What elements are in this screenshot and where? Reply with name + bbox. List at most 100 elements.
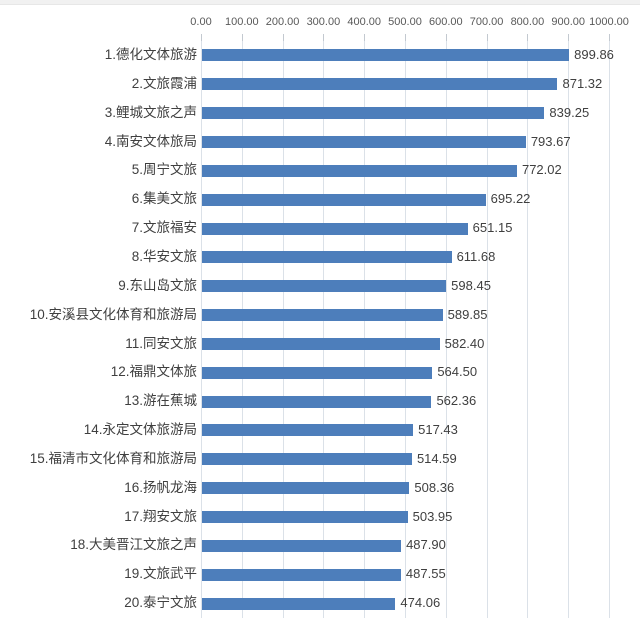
category-label: 2.文旅霞浦	[131, 75, 197, 91]
value-axis-tick-mark	[527, 34, 529, 41]
value-axis-tick-mark	[405, 34, 406, 41]
bar-row: 10.安溪县文化体育和旅游局 589.85	[0, 301, 640, 330]
category-label: 11.同安文旅	[125, 335, 197, 351]
value-label: 598.45	[451, 277, 491, 293]
bar-row: 19.文旅武平 487.55	[0, 560, 640, 589]
value-label: 839.25	[549, 104, 590, 120]
bar	[202, 511, 408, 524]
category-label: 13.游在蕉城	[124, 393, 197, 409]
value-label: 487.55	[405, 566, 446, 582]
category-label: 8.华安文旅	[131, 248, 197, 264]
bar-row: 8.华安文旅 611.68	[0, 243, 640, 272]
category-label: 20.泰宁文旅	[124, 595, 197, 611]
value-axis-tick-label: 500.00	[388, 16, 422, 28]
bar	[202, 107, 545, 120]
value-axis-tick-label: 100.00	[224, 16, 259, 28]
category-label: 4.南安文体旅局	[104, 133, 197, 149]
value-label: 582.40	[444, 335, 485, 351]
value-label: 899.86	[574, 47, 614, 62]
bar-row: 17.翔安文旅 503.95	[0, 503, 640, 532]
bar	[202, 78, 558, 91]
value-axis-tick-label: 300.00	[306, 16, 341, 28]
value-axis-tick-label: 400.00	[347, 16, 382, 28]
value-label: 564.50	[437, 364, 478, 380]
value-axis-tick-label: 200.00	[265, 16, 300, 28]
bar-row: 2.文旅霞浦 871.32	[0, 70, 640, 99]
bar	[202, 251, 452, 264]
bar	[202, 539, 402, 552]
value-axis-gridline	[282, 41, 284, 618]
value-axis-tick-mark	[445, 34, 447, 41]
value-axis-tick-label: 1000.00	[589, 16, 629, 28]
bar-row: 4.南安文体旅局 793.67	[0, 128, 640, 157]
value-label: 517.43	[418, 422, 458, 438]
value-label: 611.68	[456, 248, 496, 264]
value-label: 474.06	[400, 595, 441, 611]
category-label: 9.东山岛文旅	[118, 277, 197, 293]
window-top-strip	[0, 0, 640, 5]
value-axis-tick-label: 600.00	[428, 16, 463, 28]
value-axis-gridline	[486, 41, 488, 618]
value-axis-gridline	[527, 41, 529, 618]
bar	[202, 337, 440, 350]
value-label: 651.15	[472, 220, 513, 236]
value-label: 487.90	[406, 537, 446, 553]
value-axis-tick-label: 800.00	[510, 16, 545, 28]
category-label: 5.周宁文旅	[131, 162, 197, 178]
value-axis-gridline	[445, 41, 447, 618]
value-label: 793.67	[530, 133, 571, 149]
value-axis-tick-mark	[486, 34, 488, 41]
value-axis-tick-mark	[609, 34, 610, 41]
bar	[202, 424, 414, 437]
category-label: 18.大美晋江文旅之声	[70, 537, 197, 553]
bar	[202, 222, 468, 235]
bar	[202, 309, 443, 322]
bar	[202, 280, 447, 293]
bar-row: 12.福鼎文体旅 564.50	[0, 358, 640, 387]
bar-row: 13.游在蕉城 562.36	[0, 387, 640, 416]
bar	[202, 482, 410, 495]
value-label: 871.32	[562, 75, 603, 91]
bar-row: 11.同安文旅 582.40	[0, 330, 640, 359]
bar-row: 6.集美文旅 695.22	[0, 185, 640, 214]
bar	[202, 453, 412, 466]
bar	[202, 164, 517, 177]
value-axis-gridline	[609, 41, 610, 618]
bar-row: 7.文旅福安 651.15	[0, 214, 640, 243]
bar	[202, 193, 486, 206]
category-label: 1.德化文体旅游	[104, 47, 197, 62]
bar-row: 16.扬帆龙海 508.36	[0, 474, 640, 503]
bar-row: 9.东山岛文旅 598.45	[0, 272, 640, 301]
bar-row: 18.大美晋江文旅之声 487.90	[0, 531, 640, 560]
value-label: 514.59	[416, 450, 457, 466]
value-axis-gridline	[364, 41, 366, 618]
category-label: 14.永定文体旅游局	[83, 422, 197, 438]
category-label: 3.鲤城文旅之声	[104, 104, 197, 120]
bar-row: 3.鲤城文旅之声 839.25	[0, 99, 640, 128]
bar-row: 20.泰宁文旅 474.06	[0, 589, 640, 618]
bar-row: 14.永定文体旅游局 517.43	[0, 416, 640, 445]
category-label: 12.福鼎文体旅	[110, 364, 197, 380]
category-label: 6.集美文旅	[131, 191, 197, 207]
value-axis-tick-mark	[364, 34, 366, 41]
bar-row: 15.福清市文化体育和旅游局 514.59	[0, 445, 640, 474]
value-label: 772.02	[521, 162, 562, 178]
value-axis-gridline	[323, 41, 325, 618]
bar	[202, 395, 432, 408]
value-axis-tick-mark	[241, 34, 243, 41]
category-label: 10.安溪县文化体育和旅游局	[29, 306, 197, 322]
category-label: 17.翔安文旅	[124, 508, 197, 524]
category-label: 19.文旅武平	[124, 566, 197, 582]
value-axis-tick-label: 700.00	[469, 16, 504, 28]
bar	[202, 597, 396, 610]
bar	[202, 366, 433, 379]
value-axis-tick-mark	[568, 34, 570, 41]
value-axis-tick-label: 0.00	[190, 16, 212, 28]
value-label: 695.22	[490, 191, 531, 207]
category-label: 16.扬帆龙海	[124, 479, 197, 495]
bar	[202, 135, 526, 148]
value-axis-gridline	[201, 41, 202, 618]
value-axis-gridline	[568, 41, 570, 618]
bar-row: 5.周宁文旅 772.02	[0, 156, 640, 185]
